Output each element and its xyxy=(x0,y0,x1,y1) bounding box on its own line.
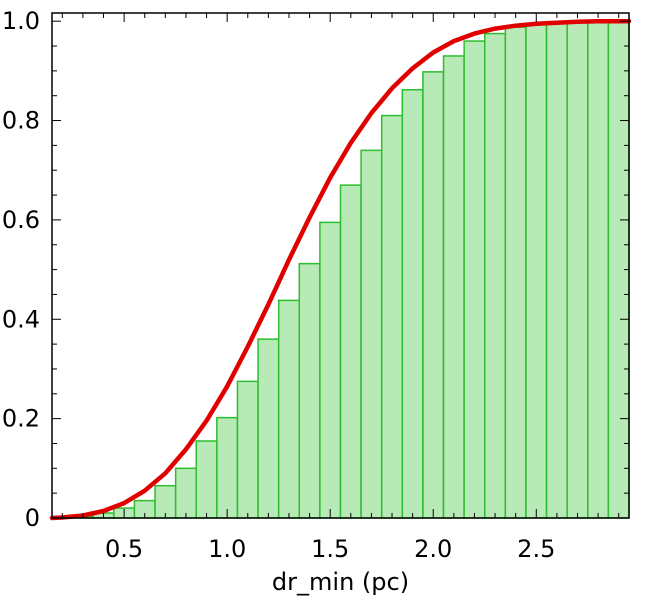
x-tick-label: 1.0 xyxy=(208,535,246,563)
histogram-bars xyxy=(71,20,630,519)
histogram-bar-18 xyxy=(422,71,445,519)
fit-curve-layer xyxy=(49,18,632,521)
histogram-bar-24 xyxy=(545,21,568,519)
x-axis-label: dr_min (pc) xyxy=(272,568,409,596)
x-tick-label: 2.5 xyxy=(517,535,555,563)
histogram-bar-14 xyxy=(339,184,362,519)
histogram-bar-10 xyxy=(257,338,280,519)
histogram-bar-15 xyxy=(360,149,383,519)
y-tick-label: 0.4 xyxy=(2,305,40,333)
histogram-bar-16 xyxy=(380,114,404,519)
x-tick-labels: 0.5 1.0 1.5 2.0 2.5 xyxy=(105,535,555,563)
y-tick-label: 1.0 xyxy=(2,7,40,35)
histogram-bar-25 xyxy=(566,20,589,519)
histogram-bar-11 xyxy=(277,299,301,519)
axis-ticks xyxy=(52,13,629,519)
y-tick-label: 0 xyxy=(25,504,40,532)
histogram-bar-8 xyxy=(216,416,239,519)
histogram-bar-9 xyxy=(236,380,259,519)
histogram-bar-20 xyxy=(463,40,486,519)
y-tick-label: 0.6 xyxy=(2,206,40,234)
histogram-bar-21 xyxy=(484,32,507,519)
y-tick-labels: 0 0.2 0.4 0.6 0.8 1.0 xyxy=(2,7,40,532)
histogram-bar-22 xyxy=(504,26,527,519)
plot-frame xyxy=(51,12,630,519)
histogram-bar-7 xyxy=(195,440,218,519)
histogram-bar-17 xyxy=(401,88,424,519)
histogram-bar-13 xyxy=(319,221,342,519)
x-tick-label: 1.5 xyxy=(311,535,349,563)
x-tick-label: 0.5 xyxy=(105,535,143,563)
histogram-bar-12 xyxy=(298,262,321,519)
fit-curve-line xyxy=(49,18,632,521)
histogram-bar-23 xyxy=(525,22,548,519)
histogram-bar-26 xyxy=(587,20,610,519)
x-tick-label: 2.0 xyxy=(414,535,452,563)
y-tick-label: 0.2 xyxy=(2,405,40,433)
histogram-bar-19 xyxy=(442,55,465,519)
histogram-bar-6 xyxy=(174,467,197,519)
y-tick-label: 0.8 xyxy=(2,107,40,135)
